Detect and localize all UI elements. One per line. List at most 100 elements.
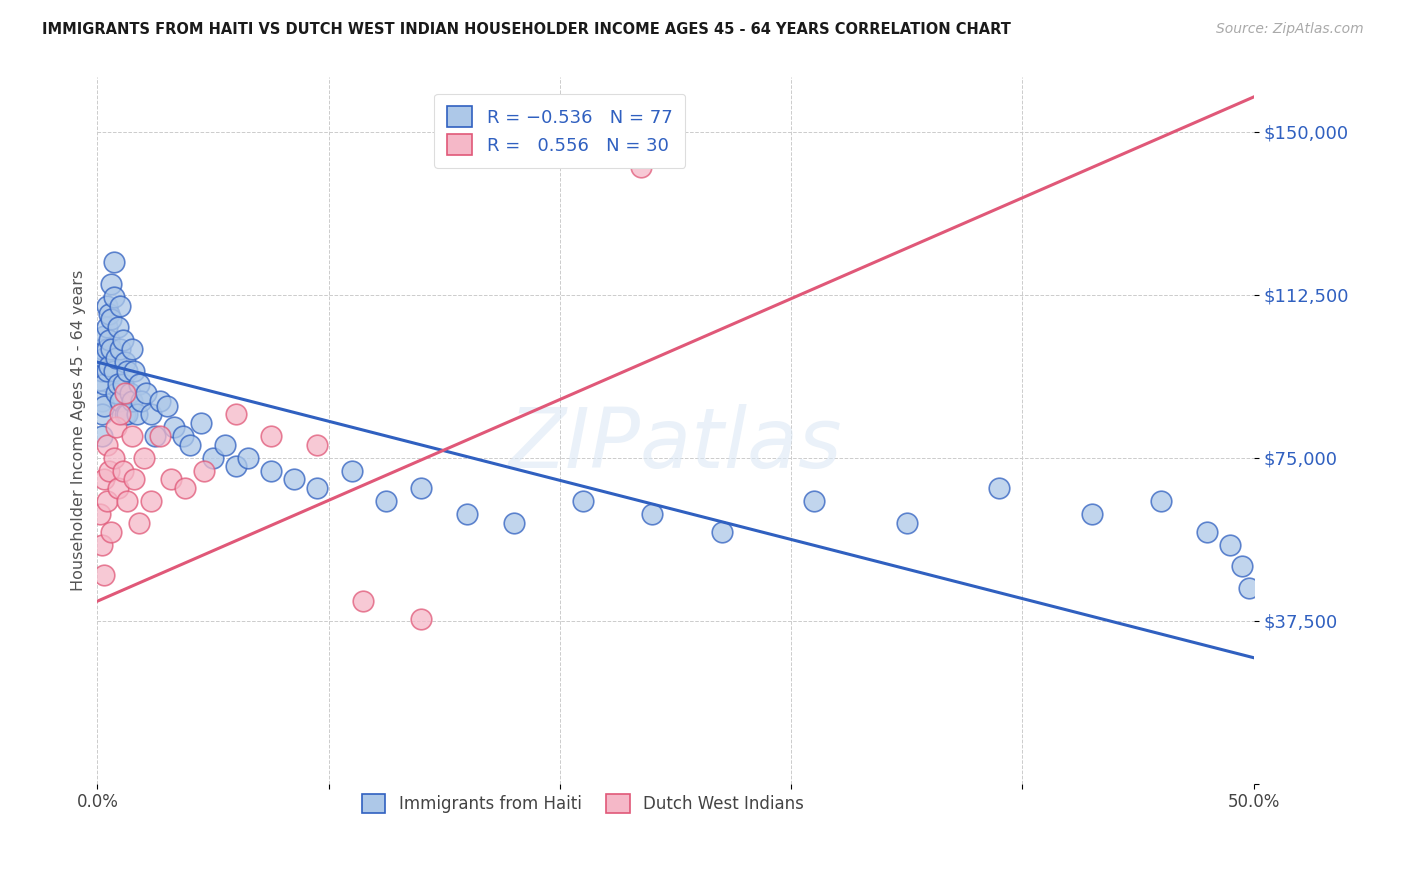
Point	[107, 481, 129, 495]
Point	[260, 429, 283, 443]
Point	[160, 473, 183, 487]
Point	[117, 494, 139, 508]
Point	[375, 494, 398, 508]
Text: IMMIGRANTS FROM HAITI VS DUTCH WEST INDIAN HOUSEHOLDER INCOME AGES 45 - 64 YEARS: IMMIGRANTS FROM HAITI VS DUTCH WEST INDI…	[42, 22, 1011, 37]
Point	[305, 438, 328, 452]
Point	[411, 481, 433, 495]
Point	[225, 407, 247, 421]
Point	[641, 508, 664, 522]
Point	[124, 364, 146, 378]
Point	[456, 508, 478, 522]
Point	[93, 399, 115, 413]
Point	[121, 342, 143, 356]
Point	[89, 355, 111, 369]
Point	[236, 450, 259, 465]
Point	[91, 429, 114, 443]
Point	[340, 464, 363, 478]
Point	[91, 364, 114, 378]
Point	[193, 464, 215, 478]
Point	[1150, 494, 1173, 508]
Point	[172, 429, 194, 443]
Point	[149, 429, 172, 443]
Point	[128, 516, 150, 530]
Point	[93, 473, 115, 487]
Point	[97, 334, 120, 348]
Point	[139, 494, 162, 508]
Point	[1197, 524, 1219, 539]
Point	[96, 342, 118, 356]
Point	[114, 407, 136, 421]
Point	[93, 351, 115, 365]
Point	[132, 450, 155, 465]
Point	[110, 342, 132, 356]
Text: Source: ZipAtlas.com: Source: ZipAtlas.com	[1216, 22, 1364, 37]
Point	[91, 407, 114, 421]
Point	[988, 481, 1011, 495]
Point	[1219, 538, 1241, 552]
Point	[97, 307, 120, 321]
Point	[1080, 508, 1102, 522]
Point	[283, 473, 305, 487]
Point	[103, 450, 125, 465]
Point	[139, 407, 162, 421]
Point	[107, 320, 129, 334]
Point	[149, 394, 172, 409]
Point	[896, 516, 918, 530]
Point	[135, 385, 157, 400]
Point	[96, 438, 118, 452]
Point	[803, 494, 825, 508]
Point	[96, 320, 118, 334]
Point	[110, 299, 132, 313]
Point	[93, 376, 115, 391]
Point	[1230, 559, 1253, 574]
Point	[91, 394, 114, 409]
Point	[91, 342, 114, 356]
Point	[93, 329, 115, 343]
Point	[114, 385, 136, 400]
Point	[124, 473, 146, 487]
Point	[100, 311, 122, 326]
Point	[111, 376, 134, 391]
Point	[110, 407, 132, 421]
Point	[179, 438, 201, 452]
Point	[129, 394, 152, 409]
Point	[352, 594, 374, 608]
Point	[96, 299, 118, 313]
Point	[125, 407, 148, 421]
Point	[121, 429, 143, 443]
Point	[96, 494, 118, 508]
Point	[121, 394, 143, 409]
Point	[1237, 581, 1260, 595]
Point	[97, 359, 120, 374]
Point	[117, 364, 139, 378]
Point	[103, 364, 125, 378]
Point	[117, 407, 139, 421]
Point	[91, 538, 114, 552]
Point	[225, 459, 247, 474]
Point	[260, 464, 283, 478]
Point	[190, 416, 212, 430]
Point	[104, 351, 127, 365]
Point	[156, 399, 179, 413]
Point	[114, 355, 136, 369]
Point	[572, 494, 595, 508]
Point	[214, 438, 236, 452]
Point	[107, 376, 129, 391]
Point	[96, 364, 118, 378]
Point	[103, 290, 125, 304]
Point	[111, 464, 134, 478]
Point	[103, 255, 125, 269]
Point	[118, 385, 141, 400]
Legend: Immigrants from Haiti, Dutch West Indians: Immigrants from Haiti, Dutch West Indian…	[350, 782, 815, 825]
Point	[174, 481, 197, 495]
Point	[128, 376, 150, 391]
Point	[89, 372, 111, 386]
Point	[104, 420, 127, 434]
Point	[710, 524, 733, 539]
Point	[89, 508, 111, 522]
Point	[97, 464, 120, 478]
Y-axis label: Householder Income Ages 45 - 64 years: Householder Income Ages 45 - 64 years	[72, 270, 86, 591]
Point	[100, 524, 122, 539]
Point	[163, 420, 186, 434]
Point	[93, 568, 115, 582]
